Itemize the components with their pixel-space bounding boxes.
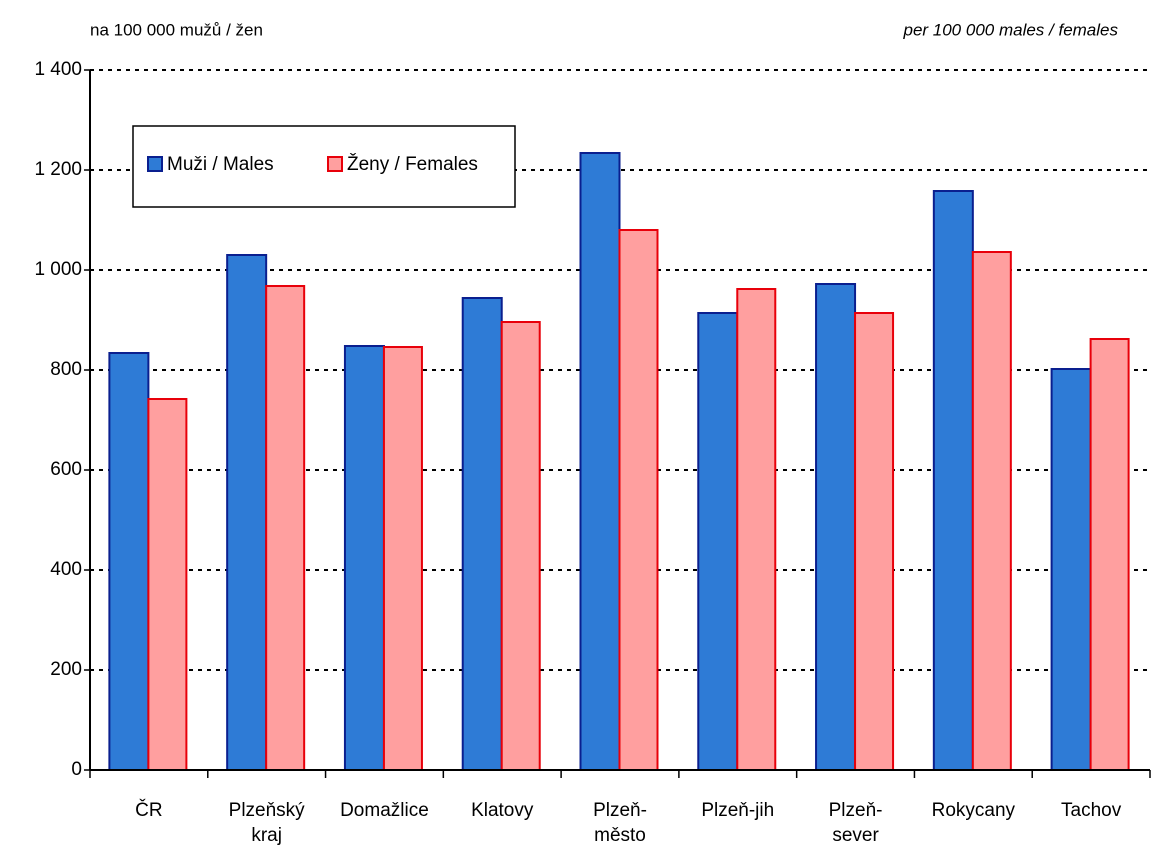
bar [500, 321, 541, 771]
y-tick-label: 1 400 [34, 59, 82, 80]
y-tick-label: 400 [50, 559, 82, 580]
bar [147, 398, 188, 771]
bar [343, 345, 385, 771]
bar [1089, 338, 1130, 771]
bar [815, 283, 857, 771]
y-tick-label: 0 [71, 759, 82, 780]
x-tick-label: Plzeň- město [593, 800, 647, 846]
y-axis-label: na 100 000 mužů / žen [90, 20, 263, 39]
bar [461, 297, 503, 771]
bar [265, 285, 306, 771]
x-tick-label: Rokycany [931, 800, 1016, 821]
bar [1050, 368, 1092, 771]
x-tick-label: Domažlice [340, 800, 429, 821]
legend-swatch [327, 156, 343, 172]
bar [618, 229, 659, 771]
legend-swatch [147, 156, 163, 172]
x-tick-label: Plzeňský kraj [228, 800, 305, 846]
bar [108, 352, 150, 771]
bar [579, 152, 621, 771]
bar [697, 312, 739, 771]
bar [971, 251, 1012, 771]
y-tick-label: 600 [50, 459, 82, 480]
x-tick-label: Tachov [1061, 800, 1122, 821]
x-tick-label: ČR [135, 800, 163, 821]
bar [382, 346, 423, 771]
y-tick-label: 200 [50, 659, 82, 680]
y-tick-label: 800 [50, 359, 82, 380]
legend-label: Muži / Males [167, 154, 274, 175]
y-tick-label: 1 200 [34, 159, 82, 180]
legend-label: Ženy / Females [347, 153, 478, 175]
y-axis-label-en: per 100 000 males / females [902, 20, 1118, 39]
x-tick-label: Plzeň-jih [701, 800, 775, 821]
bar [932, 190, 974, 771]
x-tick-label: Plzeň- sever [828, 800, 883, 846]
bar [854, 312, 895, 771]
bar [736, 288, 777, 771]
y-tick-label: 1 000 [34, 259, 82, 280]
x-tick-label: Klatovy [471, 800, 534, 821]
bar [226, 254, 268, 771]
legend-box [132, 125, 516, 208]
